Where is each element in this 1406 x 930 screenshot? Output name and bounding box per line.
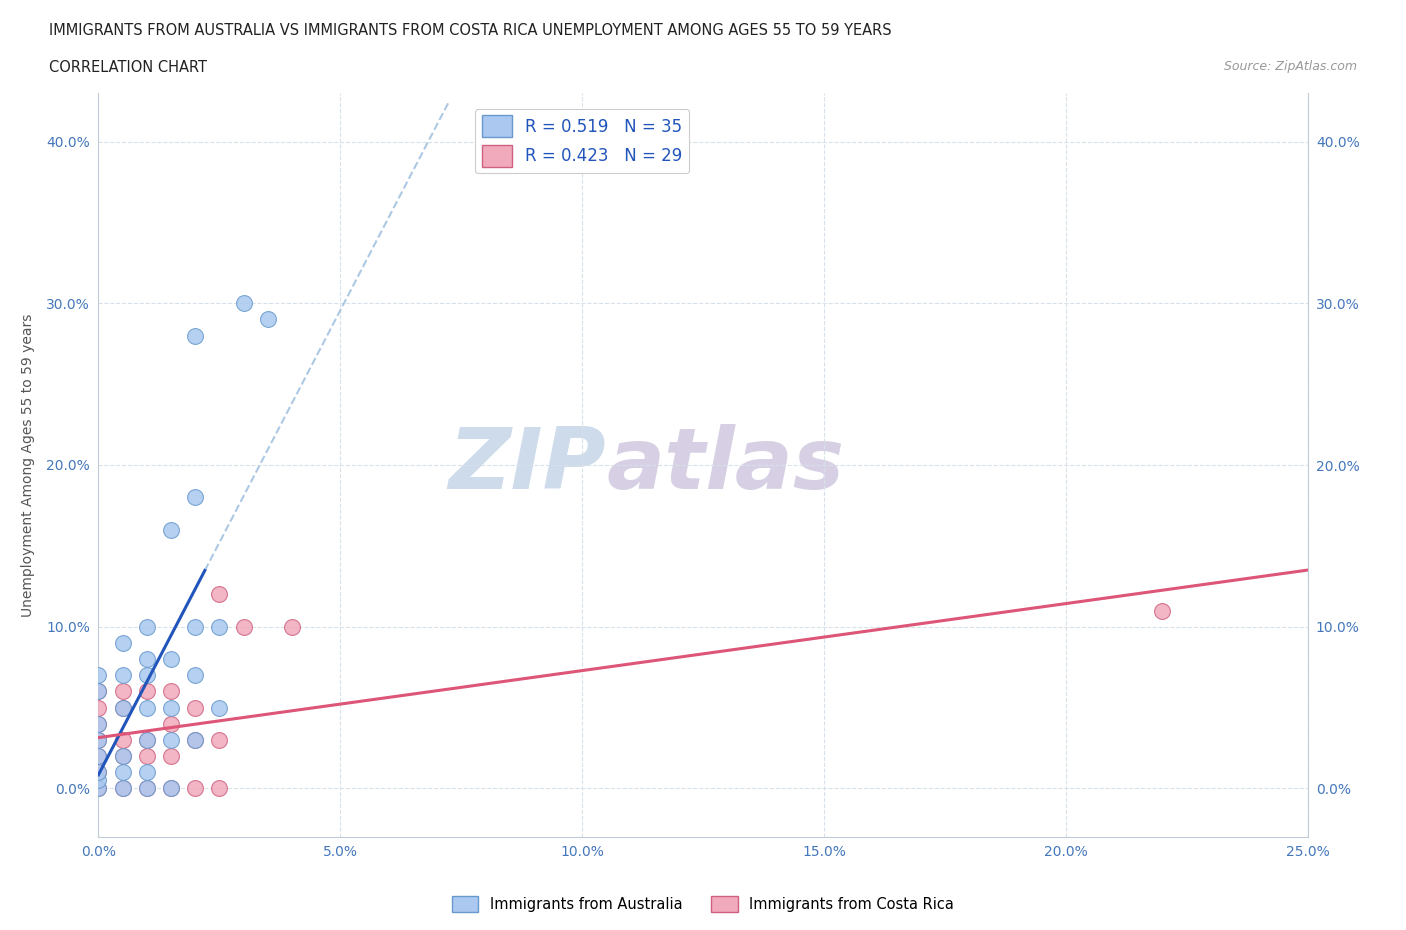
Point: [87, 716, 110, 731]
Legend: R = 0.519   N = 35, R = 0.423   N = 29: R = 0.519 N = 35, R = 0.423 N = 29: [475, 109, 689, 173]
Point: [111, 781, 134, 796]
Point: [87, 716, 110, 731]
Point: [160, 716, 183, 731]
Point: [208, 781, 231, 796]
Point: [87, 684, 110, 698]
Point: [184, 668, 207, 683]
Text: atlas: atlas: [606, 423, 845, 507]
Point: [87, 733, 110, 748]
Point: [184, 700, 207, 715]
Text: ZIP: ZIP: [449, 423, 606, 507]
Point: [111, 749, 134, 764]
Point: [111, 684, 134, 698]
Point: [256, 312, 278, 326]
Point: [184, 733, 207, 748]
Point: [208, 700, 231, 715]
Point: [135, 619, 157, 634]
Y-axis label: Unemployment Among Ages 55 to 59 years: Unemployment Among Ages 55 to 59 years: [21, 313, 35, 617]
Point: [160, 781, 183, 796]
Point: [184, 490, 207, 505]
Point: [87, 781, 110, 796]
Point: [111, 700, 134, 715]
Point: [135, 684, 157, 698]
Point: [208, 619, 231, 634]
Point: [111, 764, 134, 779]
Point: [208, 733, 231, 748]
Point: [160, 781, 183, 796]
Point: [87, 684, 110, 698]
Point: [184, 733, 207, 748]
Point: [184, 328, 207, 343]
Point: [87, 733, 110, 748]
Point: [135, 733, 157, 748]
Point: [135, 733, 157, 748]
Point: [281, 619, 304, 634]
Point: [160, 684, 183, 698]
Point: [135, 764, 157, 779]
Point: [87, 749, 110, 764]
Point: [135, 749, 157, 764]
Legend: Immigrants from Australia, Immigrants from Costa Rica: Immigrants from Australia, Immigrants fr…: [446, 891, 960, 918]
Point: [87, 749, 110, 764]
Point: [135, 668, 157, 683]
Text: CORRELATION CHART: CORRELATION CHART: [49, 60, 207, 75]
Point: [111, 781, 134, 796]
Point: [160, 700, 183, 715]
Point: [111, 635, 134, 650]
Text: Source: ZipAtlas.com: Source: ZipAtlas.com: [1223, 60, 1357, 73]
Point: [160, 652, 183, 667]
Point: [135, 781, 157, 796]
Point: [87, 764, 110, 779]
Point: [111, 733, 134, 748]
Point: [111, 700, 134, 715]
Point: [111, 668, 134, 683]
Point: [87, 700, 110, 715]
Point: [232, 296, 254, 311]
Point: [184, 781, 207, 796]
Point: [160, 523, 183, 538]
Point: [135, 700, 157, 715]
Point: [135, 781, 157, 796]
Point: [87, 773, 110, 788]
Point: [208, 587, 231, 602]
Point: [135, 652, 157, 667]
Point: [160, 733, 183, 748]
Point: [87, 781, 110, 796]
Point: [184, 619, 207, 634]
Point: [232, 619, 254, 634]
Point: [160, 749, 183, 764]
Text: IMMIGRANTS FROM AUSTRALIA VS IMMIGRANTS FROM COSTA RICA UNEMPLOYMENT AMONG AGES : IMMIGRANTS FROM AUSTRALIA VS IMMIGRANTS …: [49, 23, 891, 38]
Point: [87, 764, 110, 779]
Point: [87, 668, 110, 683]
Point: [111, 749, 134, 764]
Point: [1152, 604, 1174, 618]
